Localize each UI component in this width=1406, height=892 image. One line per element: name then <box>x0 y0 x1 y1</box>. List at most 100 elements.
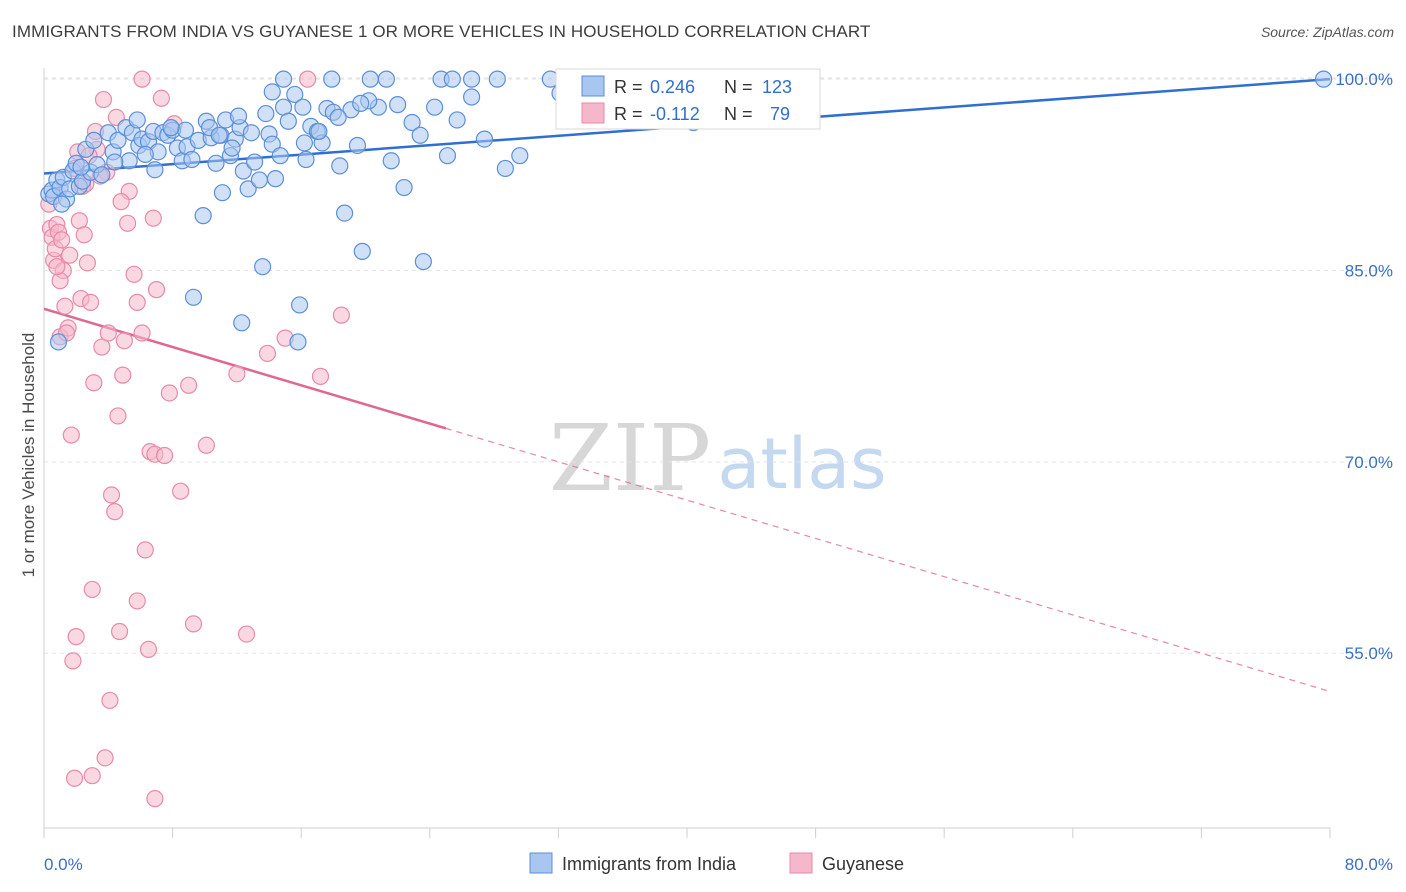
guyanese-point <box>109 407 127 425</box>
guyanese-point <box>147 281 166 299</box>
guyanese-point <box>96 749 114 767</box>
india-point <box>176 121 195 139</box>
india-point <box>286 85 304 104</box>
guyanese-point <box>144 209 162 227</box>
guyanese-point <box>106 503 124 521</box>
india-point <box>377 70 395 88</box>
india-point <box>382 152 400 170</box>
india-point <box>106 153 124 171</box>
guyanese-point <box>125 265 143 283</box>
india-n-label: N = <box>724 77 753 97</box>
guyanese-point <box>299 70 317 88</box>
bottom-legend-guyanese: Guyanese <box>822 854 904 874</box>
india-point <box>352 94 370 112</box>
guyanese-point <box>118 214 137 232</box>
india-point <box>279 112 297 130</box>
india-point <box>120 152 138 170</box>
india-point <box>250 171 269 189</box>
guyanese-point <box>152 89 170 107</box>
guyanese-point <box>184 615 203 633</box>
guyanese-point <box>228 365 246 383</box>
guyanese-point <box>258 344 277 363</box>
guyanese-point <box>197 436 215 454</box>
guyanese-point <box>102 486 121 504</box>
india-point <box>443 70 461 88</box>
source-label: Source: ZipAtlas.com <box>1260 24 1394 40</box>
y-tick-label: 70.0% <box>1345 453 1393 472</box>
y-axis-label: 1 or more Vehicles in Household <box>19 333 38 578</box>
india-point <box>72 158 90 176</box>
guyanese-point <box>83 580 101 599</box>
guyanese-point <box>114 366 132 384</box>
india-point <box>496 159 514 178</box>
india-point <box>329 108 347 127</box>
india-point <box>184 288 203 306</box>
guyanese-r-label: R = <box>614 104 643 124</box>
india-point <box>223 139 241 157</box>
india-point <box>414 252 432 271</box>
india-point <box>426 98 444 116</box>
india-point <box>488 70 506 88</box>
guyanese-point <box>62 426 80 444</box>
bottom-legend: Immigrants from India Guyanese <box>529 852 904 874</box>
india-point <box>389 96 407 114</box>
india-point <box>274 70 293 88</box>
india-point <box>297 150 315 169</box>
india-point <box>128 111 146 129</box>
guyanese-point <box>237 625 256 643</box>
india-point <box>331 157 349 175</box>
india-point <box>245 153 264 171</box>
guyanese-point <box>83 767 101 785</box>
y-tick-label: 55.0% <box>1345 644 1393 663</box>
guyanese-point <box>139 640 158 658</box>
guyanese-point <box>128 293 146 311</box>
india-point <box>266 170 285 188</box>
india-point <box>448 111 466 129</box>
guyanese-point <box>180 376 198 394</box>
india-point <box>462 70 481 88</box>
guyanese-point <box>65 769 84 787</box>
india-point <box>85 131 103 149</box>
india-point <box>263 83 281 101</box>
guyanese-point <box>146 790 164 808</box>
guyanese-point <box>115 332 133 350</box>
guyanese-point <box>160 384 178 402</box>
india-point <box>183 150 201 169</box>
y-tick-label: 100.0% <box>1335 70 1393 89</box>
india-point <box>213 184 232 202</box>
chart-title: IMMIGRANTS FROM INDIA VS GUYANESE 1 OR M… <box>12 22 871 41</box>
guyanese-r-value: -0.112 <box>650 104 700 124</box>
guyanese-point <box>51 272 69 290</box>
india-point <box>254 258 272 276</box>
guyanese-point <box>99 324 117 342</box>
guyanese-point <box>75 226 93 244</box>
india-point <box>438 147 457 165</box>
guyanese-point <box>110 622 129 641</box>
guyanese-point <box>56 297 74 315</box>
x-tick-label: 80.0% <box>1345 855 1393 874</box>
india-point <box>336 204 354 222</box>
india-point <box>234 162 252 180</box>
guyanese-point <box>93 338 111 356</box>
india-point <box>289 333 307 351</box>
guyanese-point <box>155 446 174 465</box>
bottom-legend-swatch-india <box>529 852 553 874</box>
guyanese-point <box>172 482 190 500</box>
india-point <box>323 70 341 88</box>
india-point <box>1314 70 1333 88</box>
tick-labels: 55.0% 70.0% 85.0% 100.0% 0.0% 80.0% <box>44 70 1393 874</box>
india-point <box>462 88 481 106</box>
bottom-legend-india: Immigrants from India <box>562 854 737 874</box>
india-point <box>361 70 379 88</box>
india-point <box>353 242 371 260</box>
guyanese-point <box>311 367 330 385</box>
india-point <box>310 122 328 141</box>
india-point <box>239 180 257 198</box>
stats-legend: R = 0.246 N = 123 R = -0.112 N = 79 <box>555 68 821 130</box>
india-point <box>271 147 289 165</box>
india-point <box>242 124 260 142</box>
india-r-label: R = <box>614 77 643 97</box>
india-point <box>233 314 251 332</box>
india-n-value: 123 <box>762 77 792 97</box>
